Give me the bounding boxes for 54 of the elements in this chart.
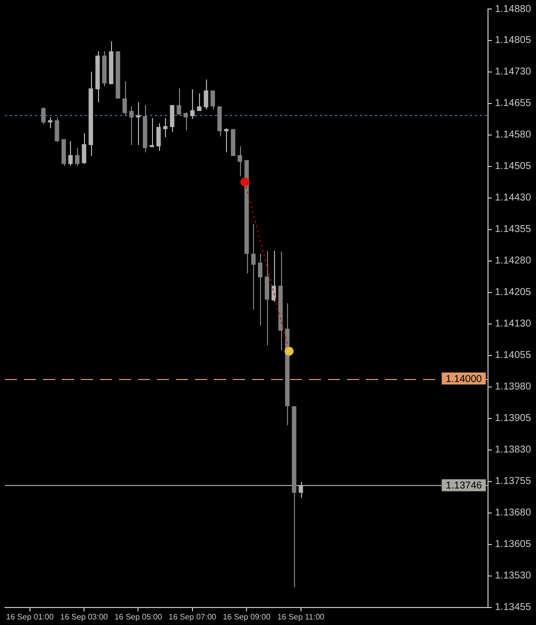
x-tick-label: 16 Sep 05:00 [114,612,163,622]
candlestick [272,250,276,302]
candlestick [251,224,256,310]
x-tick-label: 16 Sep 11:00 [277,612,325,622]
y-tick-label: 1.14880 [494,4,532,15]
y-tick-label: 1.14805 [494,35,532,46]
candlestick [197,92,202,112]
x-tick-label: 16 Sep 07:00 [168,612,217,622]
candlestick [150,118,154,148]
candlestick [298,481,304,498]
candlestick [183,112,188,131]
candlestick [82,132,86,164]
y-tick-label: 1.14655 [494,98,532,110]
candlestick [163,118,168,138]
candlestick [48,116,52,129]
y-tick-label: 1.13530 [494,570,532,582]
candlestick [156,122,161,152]
candlestick [204,79,208,110]
candlestick [122,80,127,116]
y-tick-label: 1.13605 [494,539,532,550]
y-tick-label: 1.14055 [494,350,532,362]
y-tick-label: 1.14130 [494,318,532,330]
y-tick-label: 1.14430 [494,192,532,204]
candlestick [224,128,229,153]
candlestick [54,116,60,143]
ref-line-label: 1.13746 [446,480,482,492]
candlestick [176,88,182,116]
x-tick-label: 16 Sep 09:00 [222,612,271,622]
x-tick-label: 16 Sep 01:00 [6,612,54,622]
candlestick [190,88,195,120]
y-tick-label: 1.13755 [494,476,532,488]
y-tick-label: 1.13455 [494,602,532,614]
candlestick [258,253,262,326]
candlestick [238,146,242,177]
y-tick-label: 1.13830 [494,444,532,456]
x-tick-label: 16 Sep 03:00 [60,612,108,622]
y-tick-label: 1.13905 [494,413,532,424]
y-tick-label: 1.14505 [494,161,532,172]
candlestick [129,106,134,146]
y-tick-label: 1.13680 [494,508,532,519]
y-tick-label: 1.14730 [494,66,532,78]
candlestick [136,102,140,146]
y-tick-label: 1.14280 [494,256,532,267]
ref-line-label: 1.14000 [446,374,482,385]
y-tick-label: 1.13980 [494,382,532,393]
candlestick [75,147,80,167]
candlestick [210,90,215,110]
y-tick-label: 1.14205 [494,287,532,298]
candlestick [264,250,270,346]
candlestick [41,106,46,125]
y-tick-label: 1.14355 [494,224,532,236]
y-tick-label: 1.14580 [494,130,532,141]
candlestick [68,140,73,167]
candlestick [170,104,174,133]
